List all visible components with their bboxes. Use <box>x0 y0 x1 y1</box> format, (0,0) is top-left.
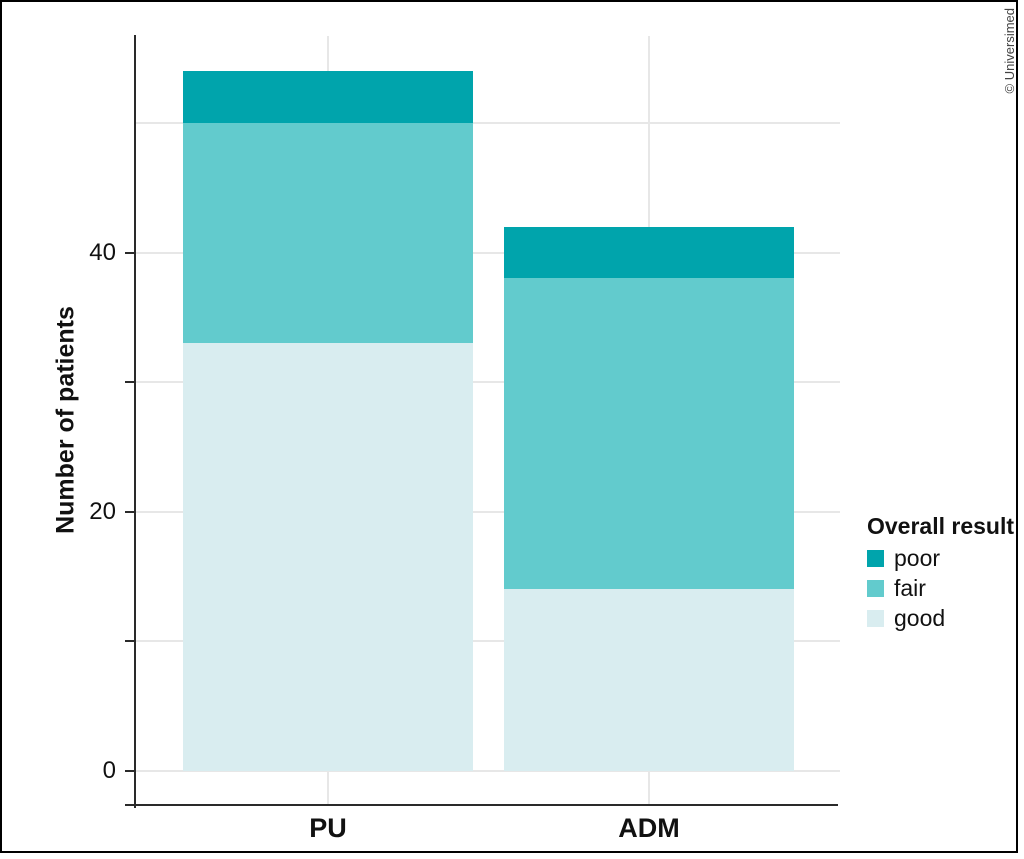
y-axis-title: Number of patients <box>51 306 80 534</box>
gridline-y-10 <box>135 640 840 642</box>
y-tick-label-0: 0 <box>102 757 116 784</box>
gridline-y-50 <box>135 122 840 124</box>
y-tick-0 <box>125 770 135 772</box>
gridline-y-20 <box>135 511 840 513</box>
bar-segment-pu-good <box>183 343 473 771</box>
legend-label-fair: fair <box>894 575 926 601</box>
x-category-label-adm: ADM <box>618 813 680 843</box>
legend-item-good: good <box>867 605 1014 631</box>
y-tick-label-20: 20 <box>89 498 116 525</box>
bar-segment-pu-fair <box>183 123 473 343</box>
legend-swatch-good <box>867 610 884 627</box>
legend-item-fair: fair <box>867 575 1014 601</box>
gridline-y-0 <box>135 770 840 772</box>
x-axis-line <box>125 804 838 806</box>
legend-swatch-fair <box>867 580 884 597</box>
bar-segment-adm-fair <box>504 278 794 589</box>
legend-title: Overall result <box>867 513 1015 539</box>
y-axis-line <box>134 35 136 808</box>
legend-item-poor: poor <box>867 545 1014 571</box>
legend: Overall result poor fair good <box>867 513 1014 637</box>
legend-label-poor: poor <box>894 545 941 571</box>
legend-label-good: good <box>894 605 946 631</box>
x-category-label-pu: PU <box>309 813 347 843</box>
y-tick-20 <box>125 511 135 513</box>
y-tick-label-40: 40 <box>89 239 116 266</box>
legend-items: poor fair good <box>867 545 1014 631</box>
bar-segment-pu-poor <box>183 71 473 123</box>
copyright-text: © Universimed <box>1002 8 1017 94</box>
gridline-y-40 <box>135 252 840 254</box>
y-tick-30 <box>125 381 135 383</box>
bar-segment-adm-poor <box>504 227 794 278</box>
bar-segment-adm-good <box>504 589 794 771</box>
gridline-y-30 <box>135 381 840 383</box>
y-tick-10 <box>125 640 135 642</box>
y-tick-40 <box>125 252 135 254</box>
legend-swatch-poor <box>867 550 884 567</box>
